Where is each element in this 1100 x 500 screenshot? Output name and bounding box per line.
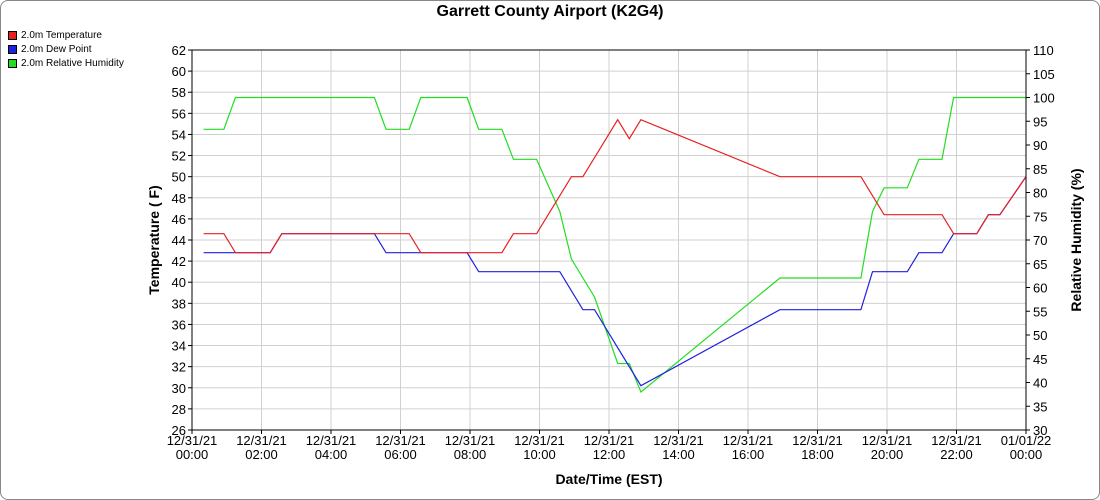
y-right-tick-label: 65 [1033, 257, 1047, 272]
y-right-tick-label: 110 [1033, 43, 1054, 58]
x-tick-label: 12/31/21 06:00 [375, 433, 426, 462]
x-tick-label: 12/31/21 02:00 [236, 433, 287, 462]
y-right-tick-label: 105 [1033, 67, 1055, 82]
y-left-tick-label: 60 [172, 64, 186, 79]
series-relative-humidity-line [203, 96, 1026, 393]
legend-item-dew-point: 2.0m Dew Point [8, 42, 124, 56]
y-axis-left-title: Temperature ( F) [146, 185, 162, 294]
y-right-tick-label: 70 [1033, 233, 1047, 248]
y-left-tick-label: 40 [172, 275, 186, 290]
x-axis-title: Date/Time (EST) [555, 471, 662, 487]
legend-item-relative-humidity: 2.0m Relative Humidity [8, 56, 124, 70]
y-left-tick-label: 38 [172, 296, 186, 311]
y-right-tick-label: 100 [1033, 91, 1055, 106]
y-left-tick-label: 44 [172, 233, 186, 248]
y-left-tick-label: 50 [172, 170, 186, 185]
legend-item-temperature: 2.0m Temperature [8, 28, 124, 42]
grid [192, 50, 1026, 430]
chart-title: Garrett County Airport (K2G4) [436, 3, 664, 20]
legend-label-temperature: 2.0m Temperature [21, 29, 102, 41]
legend-swatch-relative-humidity [8, 58, 17, 68]
x-tick-label: 12/31/21 20:00 [862, 433, 913, 462]
y-right-tick-label: 60 [1033, 281, 1047, 296]
y-left-tick-label: 26 [172, 423, 186, 438]
y-axis-right-title: Relative Humidity (%) [1068, 168, 1084, 311]
y-left-tick-label: 48 [172, 191, 186, 206]
y-left-tick-label: 30 [172, 381, 186, 396]
x-tick-label: 12/31/21 14:00 [653, 433, 704, 462]
y-right-tick-label: 35 [1033, 399, 1047, 414]
y-right-tick-label: 80 [1033, 186, 1047, 201]
y-right-tick-label: 45 [1033, 352, 1047, 367]
y-left-tick-label: 54 [172, 127, 186, 142]
x-tick-label: 12/31/21 12:00 [584, 433, 635, 462]
legend: 2.0m Temperature 2.0m Dew Point 2.0m Rel… [8, 28, 124, 70]
y-left-tick-label: 58 [172, 85, 186, 100]
y-right-tick-label: 55 [1033, 304, 1047, 319]
x-tick-label: 12/31/21 16:00 [723, 433, 774, 462]
y-right-tick-label: 90 [1033, 138, 1047, 153]
legend-swatch-temperature [8, 30, 17, 40]
series-temperature-line [203, 118, 1027, 254]
y-left-tick-label: 56 [172, 106, 186, 121]
tick-layer: 12/31/21 00:00 12/31/21 02:00 12/31/21 04:00 1… [167, 43, 1055, 462]
x-tick-label: 12/31/21 18:00 [792, 433, 843, 462]
y-right-tick-label: 40 [1033, 376, 1047, 391]
y-left-tick-label: 32 [172, 360, 186, 375]
legend-swatch-dew-point [8, 44, 17, 54]
y-right-tick-label: 50 [1033, 328, 1047, 343]
y-left-tick-label: 36 [172, 317, 186, 332]
legend-label-relative-humidity: 2.0m Relative Humidity [21, 57, 124, 69]
y-right-tick-label: 85 [1033, 162, 1047, 177]
x-tick-label: 01/01/22 00:00 [1001, 433, 1052, 462]
y-right-tick-label: 30 [1033, 423, 1047, 438]
y-left-tick-label: 28 [172, 402, 186, 417]
y-right-tick-label: 75 [1033, 209, 1047, 224]
x-tick-label: 12/31/21 22:00 [931, 433, 982, 462]
y-left-tick-label: 34 [172, 339, 186, 354]
legend-label-dew-point: 2.0m Dew Point [21, 43, 92, 55]
y-left-tick-label: 42 [172, 254, 186, 269]
x-tick-label: 12/31/21 08:00 [445, 433, 496, 462]
x-tick-label: 12/31/21 00:00 [167, 433, 218, 462]
y-left-tick-label: 62 [172, 43, 186, 58]
x-tick-label: 12/31/21 04:00 [306, 433, 357, 462]
y-left-tick-label: 46 [172, 212, 186, 227]
series-layer [203, 96, 1027, 393]
x-tick-label: 12/31/21 10:00 [514, 433, 565, 462]
y-left-tick-label: 52 [172, 149, 186, 164]
y-right-tick-label: 95 [1033, 114, 1047, 129]
